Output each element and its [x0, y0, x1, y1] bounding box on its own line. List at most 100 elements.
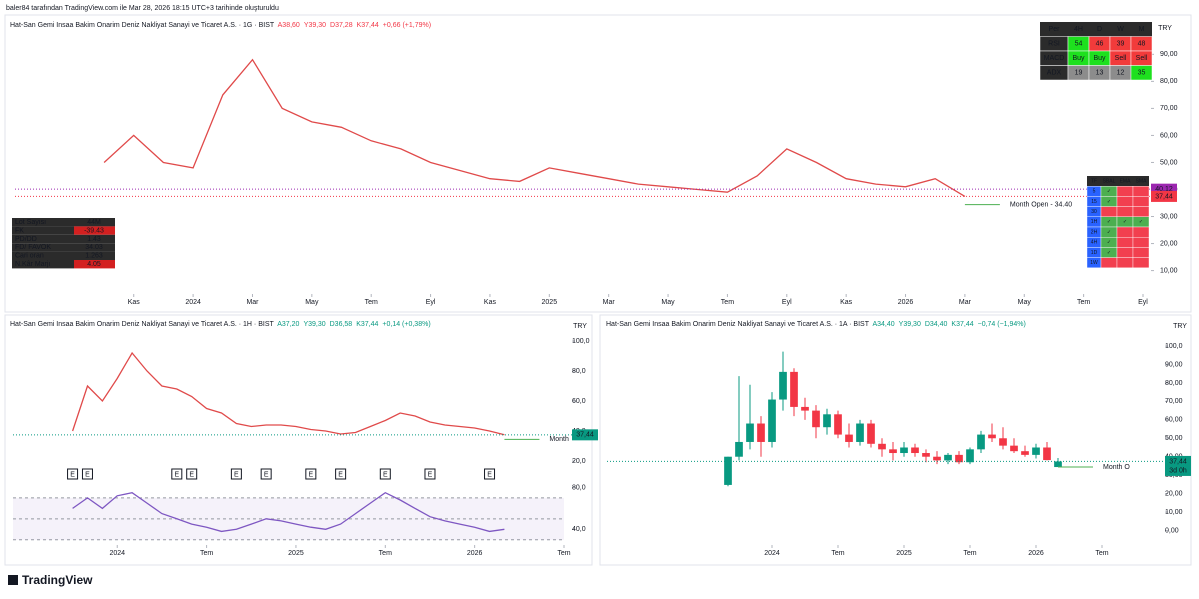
trend-cell	[1116, 257, 1134, 269]
table-cell-text: 46	[1096, 41, 1104, 48]
table-header: M	[1139, 26, 1145, 33]
trend-header-cell	[1133, 176, 1149, 187]
trend-cell-text: 30	[1091, 209, 1097, 215]
fund-value: 1.263	[85, 253, 103, 260]
trend-cell-text: ✓	[1107, 229, 1111, 235]
candle-body	[911, 447, 919, 454]
y-tick-label: 70,00	[1165, 398, 1183, 405]
candle-body	[1021, 451, 1029, 455]
event-box	[484, 468, 496, 480]
candle-body	[856, 423, 864, 442]
trend-cell-text: ✓	[1139, 219, 1143, 225]
candle-body	[922, 453, 930, 457]
trend-cell	[1132, 206, 1150, 218]
candle-body	[757, 423, 765, 442]
chart-title: Hat-San Gemi Insaa Bakim Onarim Deniz Na…	[10, 22, 431, 29]
table-cell-text: 54	[1075, 41, 1083, 48]
candle-body	[977, 434, 985, 450]
candle-body	[878, 443, 886, 450]
ohlc-value: Y39,30	[899, 321, 921, 328]
candle-body	[933, 456, 941, 461]
event-box	[67, 468, 79, 480]
candle-body	[966, 449, 974, 463]
table-cell-text: MACD	[1044, 55, 1065, 62]
currency-button: TRY	[1158, 25, 1172, 32]
fund-value: -39.43	[84, 227, 104, 234]
event-label: E	[264, 471, 269, 478]
month-open-label: Month O	[1103, 464, 1130, 471]
x-tick-label: 2024	[185, 299, 201, 306]
fund-label-cell	[12, 234, 74, 244]
x-tick-label: May	[305, 299, 319, 306]
y-tick-label: 100,0	[1165, 343, 1183, 350]
table-header: D	[1097, 26, 1102, 33]
price-line	[71, 351, 505, 436]
fund-value: 44M	[87, 219, 101, 226]
event-box	[379, 468, 391, 480]
table-cell-text: 35	[1138, 70, 1146, 77]
y-tick-label: 90,00	[1165, 361, 1183, 368]
x-tick-label: 2025	[896, 550, 912, 557]
event-label: E	[338, 471, 343, 478]
candle-body	[1010, 445, 1018, 452]
candle-body	[999, 438, 1007, 446]
x-tick-label: Tem	[379, 550, 392, 557]
y-tick-label: 20,00	[1160, 240, 1178, 247]
fund-label: FK	[15, 227, 24, 234]
y-tick-label: 100,0	[572, 338, 590, 345]
fund-label-cell	[12, 243, 74, 252]
trend-cell-text: ✓	[1107, 189, 1111, 195]
ohlc-value: Y39,30	[303, 321, 325, 328]
table-cell-text: Buy	[1093, 55, 1106, 62]
y-tick-label: 80,0	[572, 484, 586, 491]
title-text: Hat-San Gemi Insaa Bakim Onarim Deniz Na…	[10, 321, 274, 328]
header-text: baler84 tarafından TradingView.com ile M…	[6, 5, 279, 12]
trend-cell	[1132, 196, 1150, 207]
trend-cell	[1132, 185, 1150, 197]
table-cell-text: 39	[1117, 41, 1125, 48]
candle-body	[900, 447, 908, 454]
y-tick-label: 80,0	[572, 368, 586, 375]
fund-value: 34.03	[85, 244, 103, 251]
fund-label-cell	[12, 251, 74, 260]
x-tick-label: 2024	[109, 550, 125, 557]
price-line	[103, 58, 966, 197]
ohlc-value: A37,20	[277, 321, 299, 328]
candle-body	[801, 406, 809, 411]
x-tick-label: Kas	[840, 299, 853, 306]
month-open-label: Month	[549, 436, 569, 443]
candle-body	[1043, 447, 1051, 461]
trend-cell	[1132, 236, 1150, 248]
table-cell-text: ADX	[1047, 70, 1062, 77]
fund-label-cell	[12, 218, 74, 227]
y-tick-label: 60,0	[572, 398, 586, 405]
candle-body	[944, 454, 952, 461]
event-label: E	[70, 471, 75, 478]
fund-value-cell	[74, 234, 115, 244]
price-label-box	[1151, 190, 1177, 202]
title-text: Hat-San Gemi Insaa Bakim Onarim Deniz Na…	[10, 22, 275, 29]
y-tick-label: 10,00	[1160, 267, 1178, 274]
trend-cell	[1132, 247, 1150, 258]
event-box	[424, 468, 436, 480]
x-tick-label: Tem	[1077, 299, 1090, 306]
trend-cell-text: 15	[1091, 199, 1097, 205]
title-text: Hat-San Gemi Insaa Bakim Onarim Deniz Na…	[606, 321, 870, 328]
candle-body	[746, 423, 754, 442]
trend-cell-text: 1H	[1091, 219, 1098, 225]
event-label: E	[309, 471, 314, 478]
event-box	[260, 468, 272, 480]
trend-cell-text: 1W	[1090, 260, 1098, 266]
y-tick-label: 80,00	[1165, 380, 1183, 387]
x-tick-label: Eyl	[426, 299, 436, 306]
trend-cell-text: ✓	[1107, 199, 1111, 205]
table-header-cell	[1110, 22, 1131, 37]
ohlc-value: A34,40	[872, 321, 894, 328]
event-label: E	[428, 471, 433, 478]
fund-label: N.Kâr Marjı	[15, 261, 50, 268]
x-tick-label: May	[661, 299, 675, 306]
ohlc-value: +0,66 (+1,79%)	[383, 22, 431, 29]
x-tick-label: Tem	[365, 299, 378, 306]
table-header-cell	[1040, 22, 1068, 37]
fund-value: 4.05	[87, 261, 101, 268]
